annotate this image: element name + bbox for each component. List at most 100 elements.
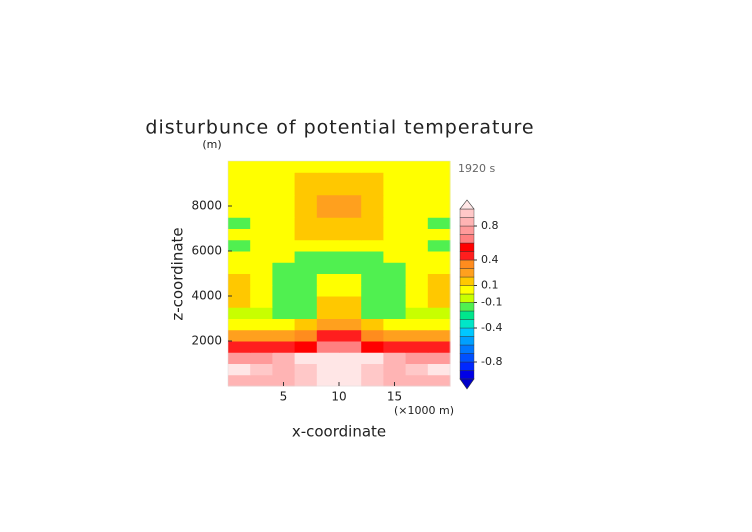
field-cell xyxy=(405,206,429,218)
field-cell xyxy=(316,161,340,173)
field-cell xyxy=(316,284,340,297)
y-unit: (m) xyxy=(202,138,221,151)
field-cell xyxy=(339,284,362,297)
field-cell xyxy=(405,352,429,364)
field-cell xyxy=(383,374,407,387)
field-cell xyxy=(361,228,384,241)
field-cell xyxy=(294,307,318,319)
field-cell xyxy=(405,273,429,286)
field-cell xyxy=(383,228,407,241)
field-cell xyxy=(294,194,318,207)
field-cell xyxy=(294,341,318,353)
field-cell xyxy=(294,329,318,342)
field-cell xyxy=(316,251,340,263)
field-cell xyxy=(361,217,384,229)
field-cell xyxy=(427,352,451,364)
field-cell xyxy=(405,194,429,207)
field-cell xyxy=(339,161,362,173)
field-cell xyxy=(316,262,340,274)
field-cell xyxy=(405,183,429,196)
field-cell xyxy=(361,239,384,252)
field-cell xyxy=(228,161,251,173)
field-cell xyxy=(405,318,429,331)
field-cell xyxy=(228,228,251,241)
field-cell xyxy=(405,296,429,308)
field-cell xyxy=(294,352,318,364)
colorbar-band xyxy=(459,302,475,312)
field-cell xyxy=(316,329,340,342)
field-cell xyxy=(361,206,384,218)
y-axis-label: z-coordinate xyxy=(169,227,187,320)
field-cell xyxy=(405,363,429,376)
field-cell xyxy=(405,251,429,263)
field-cell xyxy=(427,307,451,319)
colorbar-band xyxy=(459,217,475,227)
field-cell xyxy=(228,172,251,184)
colorbar-over xyxy=(459,199,475,210)
field-cell xyxy=(294,217,318,229)
field-cell xyxy=(228,329,251,342)
field-cell xyxy=(250,374,273,387)
field-cell xyxy=(383,172,407,184)
y-tick-label: 2000 xyxy=(191,334,222,348)
field-cell xyxy=(427,284,451,297)
field-cell xyxy=(339,262,362,274)
field-cell xyxy=(339,217,362,229)
field-cell xyxy=(361,307,384,319)
field-cell xyxy=(316,374,340,387)
field-cell xyxy=(316,206,340,218)
field-cell xyxy=(383,183,407,196)
field-cell xyxy=(294,262,318,274)
field-cell xyxy=(228,363,251,376)
field-cell xyxy=(250,217,273,229)
chart-title: disturbunce of potential temperature xyxy=(145,117,534,139)
field-cell xyxy=(250,206,273,218)
field-cell xyxy=(339,228,362,241)
field-cell xyxy=(228,307,251,319)
field-cell xyxy=(405,239,429,252)
field-cell xyxy=(228,341,251,353)
field-cell xyxy=(228,183,251,196)
colorbar-band xyxy=(459,276,475,286)
field-cell xyxy=(427,341,451,353)
colorbar-band xyxy=(459,208,475,218)
field-cell xyxy=(272,217,296,229)
field-cell xyxy=(427,296,451,308)
field-cell xyxy=(272,307,296,319)
field-cell xyxy=(250,352,273,364)
field-cell xyxy=(250,251,273,263)
field-cell xyxy=(339,296,362,308)
field-cell xyxy=(339,307,362,319)
field-cell xyxy=(427,183,451,196)
field-cell xyxy=(294,284,318,297)
field-cell xyxy=(427,262,451,274)
field-cell xyxy=(339,273,362,286)
field-cell xyxy=(383,161,407,173)
field-cell xyxy=(427,228,451,241)
field-cell xyxy=(361,352,384,364)
field-cell xyxy=(316,228,340,241)
colorbar-band xyxy=(459,225,475,235)
field-cell xyxy=(228,296,251,308)
field-cell xyxy=(361,183,384,196)
colorbar-band xyxy=(459,344,475,354)
field-cell xyxy=(316,172,340,184)
field-cell xyxy=(361,341,384,353)
field-cell xyxy=(339,352,362,364)
field-cell xyxy=(383,363,407,376)
field-cell xyxy=(427,251,451,263)
field-cell xyxy=(316,239,340,252)
field-cell xyxy=(272,228,296,241)
field-cell xyxy=(339,251,362,263)
field-cell xyxy=(405,341,429,353)
field-cell xyxy=(361,172,384,184)
field-cell xyxy=(383,307,407,319)
field-cell xyxy=(361,296,384,308)
field-cell xyxy=(405,307,429,319)
field-cell xyxy=(250,329,273,342)
field-cell xyxy=(272,318,296,331)
colorbar-band xyxy=(459,234,475,244)
field-cell xyxy=(339,194,362,207)
colorbar-band xyxy=(459,242,475,252)
field-cell xyxy=(383,239,407,252)
